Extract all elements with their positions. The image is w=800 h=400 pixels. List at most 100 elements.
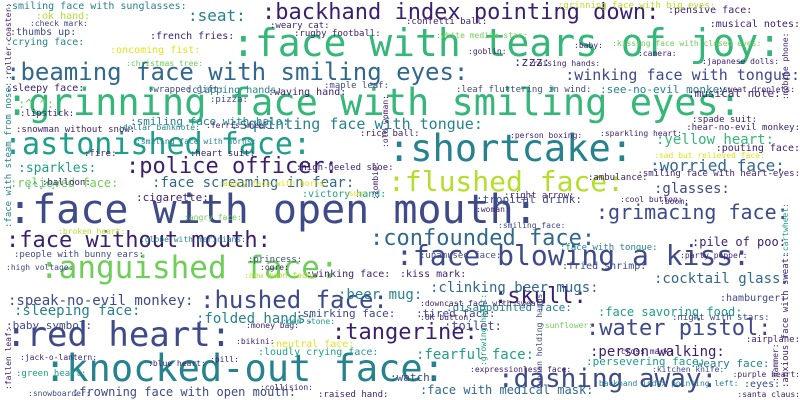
word-cloud-term: :beaming face with smiling eyes: xyxy=(6,58,469,86)
word-cloud-term: :face with steam from nose: xyxy=(4,81,14,228)
word-cloud-term: :neutral face: xyxy=(270,339,355,350)
word-cloud-term: :fried shrimp: xyxy=(562,261,647,272)
word-cloud-term: :^.^: xyxy=(26,181,57,192)
word-cloud-term: :sleeping face: xyxy=(14,303,141,319)
word-cloud-term: :hushed face: xyxy=(200,286,388,314)
word-cloud-term: :tropical drink: xyxy=(476,193,582,206)
word-cloud-term: :hamburger: xyxy=(720,293,787,304)
word-cloud-term: :high-heeled shoe: xyxy=(296,163,394,173)
word-cloud-term: :lipstick: xyxy=(20,109,75,119)
word-cloud-term: :santa claus: xyxy=(737,390,800,399)
word-cloud-term: :cigarette: xyxy=(136,191,209,204)
word-cloud-term: :woman holding hands: xyxy=(535,288,544,390)
word-cloud-term: :purple heart: xyxy=(732,370,800,379)
word-cloud-term: :new moon face: xyxy=(244,271,317,280)
word-cloud-term: :kissing face with closed eyes: xyxy=(612,39,762,48)
word-cloud-term: :blue heart: xyxy=(148,359,206,368)
word-cloud-term: :spade suit: xyxy=(692,115,758,125)
word-cloud-term: :dashing away: xyxy=(498,364,718,394)
word-cloud-term: :sad but relieved face: xyxy=(654,151,765,160)
word-cloud-term: :backhand index pointing down: xyxy=(262,0,660,25)
word-cloud-term: :worried face: xyxy=(650,156,785,175)
word-cloud-term: :old woman: xyxy=(381,95,390,148)
word-cloud-term: :snowboarder: xyxy=(28,389,91,398)
word-cloud-term: :face with tears of joy: xyxy=(232,21,782,65)
word-cloud-term: :smirking face: xyxy=(296,307,396,320)
word-cloud-term: :french fries: xyxy=(150,31,235,42)
word-cloud-term: :police officer: xyxy=(126,154,338,179)
word-cloud-term: :smiling face with halo: xyxy=(130,115,289,128)
word-cloud-term: :glasses: xyxy=(654,181,730,197)
word-cloud-term: :kiss mark: xyxy=(400,269,467,280)
word-cloud-term: :downcast face with sweat: xyxy=(420,299,546,308)
word-cloud-term: :baby: xyxy=(574,41,603,50)
word-cloud-term: :expressionless face: xyxy=(470,365,572,374)
word-cloud-term: :roller coaster: xyxy=(4,2,13,80)
word-cloud-term: :goblin: xyxy=(468,47,507,56)
word-cloud-term: :squinting face with tongue: xyxy=(230,115,483,133)
word-cloud-term: :raising hands: xyxy=(528,59,601,68)
word-cloud-term: :balloon: xyxy=(42,178,91,188)
word-cloud-term: :yellow heart: xyxy=(656,132,775,148)
word-cloud-term: :winking face: xyxy=(306,269,391,280)
word-cloud-term: :woman: xyxy=(476,205,510,214)
word-cloud-term: :persevering face: xyxy=(586,355,706,368)
word-cloud-term: :check mark: xyxy=(30,19,88,28)
word-cloud-term: :sunflower: xyxy=(540,321,593,330)
word-cloud-term: :ambulance: xyxy=(588,173,648,183)
word-cloud-term: :smiling face with heart-eyes: xyxy=(637,169,800,179)
word-cloud-term: :leaf fluttering in wind: xyxy=(456,85,592,95)
word-cloud-term: :loudly crying face: xyxy=(258,347,379,358)
word-cloud-term: :fearful face: xyxy=(416,347,535,363)
word-cloud-term: :angry face with horns: xyxy=(218,179,329,188)
word-cloud-term: :water pistol: xyxy=(586,316,772,341)
word-cloud-term: :cross mark: xyxy=(616,347,674,356)
word-cloud-term: :right arrow: xyxy=(504,191,575,201)
word-cloud-term: :zombie: xyxy=(371,161,380,200)
word-cloud-term: :pouting face: xyxy=(715,143,800,154)
word-cloud-term: :relieved face: xyxy=(10,176,119,190)
word-cloud-term: :baby symbol: xyxy=(6,319,93,332)
word-cloud-term: :smiling face: xyxy=(498,221,566,230)
word-cloud-term: :princess: xyxy=(248,255,303,265)
word-cloud-term: :mobile phone: xyxy=(781,32,790,100)
word-cloud-term: :wrapped gift: xyxy=(148,85,224,95)
word-cloud-term: :anxious face with sweat: xyxy=(781,252,791,388)
word-cloud-term: :smiling face with sunglasses: xyxy=(6,1,187,12)
word-cloud-term: :hammer: xyxy=(771,343,780,382)
word-cloud-term: :crying face: xyxy=(6,37,85,48)
word-cloud-term: :folded hands: xyxy=(196,311,315,327)
word-cloud-term: :weary cat: xyxy=(270,21,330,31)
word-cloud-term: :pizza: xyxy=(210,95,248,105)
word-cloud-term: :sparkling heart: xyxy=(600,129,682,138)
word-cloud-term: :grinning face with smiling eyes: xyxy=(6,81,742,124)
word-cloud-term: :knocked-out face: xyxy=(44,347,445,390)
word-cloud-term: :disappointed face: xyxy=(446,301,572,314)
word-cloud-term: :victory hand: xyxy=(302,189,387,200)
word-cloud-term: :toilet: xyxy=(444,319,502,333)
word-cloud-term: :ogre: xyxy=(260,263,289,272)
word-cloud-term: :oncoming fist: xyxy=(110,45,201,56)
word-cloud-term: :party popper: xyxy=(680,251,748,260)
word-cloud-term: :ok hand: xyxy=(36,11,91,22)
word-cloud-term: :eyes: xyxy=(744,379,781,390)
word-cloud-term: :weary face: xyxy=(690,357,770,370)
word-cloud-term: :confounded face: xyxy=(370,226,596,251)
word-cloud-term: :broken heart: xyxy=(58,227,126,236)
word-cloud-term: :confetti ball: xyxy=(406,17,488,27)
word-cloud-term: :backhand index pointing left: xyxy=(594,379,739,388)
word-cloud-term: :waving hand: xyxy=(268,87,347,98)
word-cloud-term: :unamused face: xyxy=(420,251,502,261)
word-cloud-term: :tired face: xyxy=(416,307,496,320)
word-cloud-term: :angry face: xyxy=(184,213,242,222)
word-cloud-term: :boom: xyxy=(660,197,689,206)
word-cloud-term: :cool button: xyxy=(620,195,683,204)
word-cloud-term: :cocktail glass: xyxy=(654,271,789,287)
word-cloud-term: :japanese dolls: xyxy=(702,57,780,66)
word-cloud-term: :white medium star: xyxy=(436,31,528,40)
word-cloud-term: :face with tongue: xyxy=(560,243,658,253)
word-cloud-term: :sun: xyxy=(344,189,369,198)
word-cloud-term: :face blowing a kiss: xyxy=(396,239,751,272)
word-cloud-term: :sparkles: xyxy=(18,161,97,176)
